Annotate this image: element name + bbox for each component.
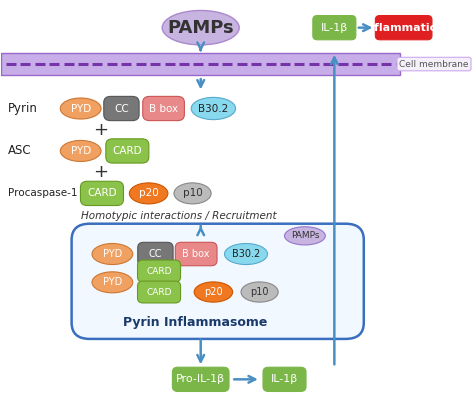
Text: PAMPs: PAMPs bbox=[291, 231, 319, 241]
Text: ASC: ASC bbox=[8, 144, 32, 158]
Ellipse shape bbox=[225, 243, 267, 265]
FancyBboxPatch shape bbox=[175, 242, 217, 266]
FancyBboxPatch shape bbox=[137, 281, 181, 303]
FancyBboxPatch shape bbox=[138, 242, 173, 266]
Text: CARD: CARD bbox=[112, 146, 142, 156]
Text: +: + bbox=[93, 121, 109, 139]
FancyBboxPatch shape bbox=[137, 260, 181, 282]
Text: Pyrin Inflammasome: Pyrin Inflammasome bbox=[123, 316, 267, 329]
Text: PYD: PYD bbox=[71, 103, 91, 114]
Ellipse shape bbox=[174, 183, 211, 204]
Text: p20: p20 bbox=[139, 188, 158, 198]
Text: Pyrin: Pyrin bbox=[8, 102, 38, 115]
Text: IL-1β: IL-1β bbox=[321, 23, 348, 33]
Text: Pro-IL-1β: Pro-IL-1β bbox=[176, 374, 225, 384]
Text: B box: B box bbox=[182, 249, 210, 259]
Text: Procaspase-1: Procaspase-1 bbox=[8, 188, 78, 198]
Ellipse shape bbox=[191, 97, 236, 120]
Ellipse shape bbox=[194, 282, 233, 302]
FancyBboxPatch shape bbox=[375, 15, 432, 40]
FancyBboxPatch shape bbox=[104, 96, 139, 120]
Text: CC: CC bbox=[114, 103, 129, 114]
Text: +: + bbox=[93, 163, 109, 182]
FancyBboxPatch shape bbox=[313, 15, 356, 40]
Ellipse shape bbox=[162, 11, 239, 45]
Text: B30.2: B30.2 bbox=[232, 249, 260, 259]
Text: Cell membrane: Cell membrane bbox=[399, 59, 469, 68]
Ellipse shape bbox=[60, 140, 101, 162]
Text: p10: p10 bbox=[250, 287, 269, 297]
Text: B30.2: B30.2 bbox=[198, 103, 228, 114]
Text: CARD: CARD bbox=[146, 267, 172, 276]
Text: p20: p20 bbox=[204, 287, 223, 297]
Text: PAMPs: PAMPs bbox=[167, 19, 234, 37]
Text: CC: CC bbox=[149, 249, 162, 259]
FancyBboxPatch shape bbox=[81, 181, 123, 206]
FancyBboxPatch shape bbox=[143, 96, 184, 120]
Ellipse shape bbox=[284, 227, 325, 245]
FancyBboxPatch shape bbox=[72, 224, 364, 339]
Text: Inflammation: Inflammation bbox=[362, 23, 445, 33]
Ellipse shape bbox=[129, 183, 168, 204]
Ellipse shape bbox=[92, 243, 133, 265]
Ellipse shape bbox=[92, 272, 133, 293]
Text: p10: p10 bbox=[182, 188, 202, 198]
Text: CARD: CARD bbox=[87, 188, 117, 198]
FancyBboxPatch shape bbox=[106, 139, 149, 163]
Text: IL-1β: IL-1β bbox=[271, 374, 298, 384]
Text: CARD: CARD bbox=[146, 287, 172, 297]
Text: Homotypic interactions / Recruitment: Homotypic interactions / Recruitment bbox=[81, 211, 276, 221]
FancyBboxPatch shape bbox=[263, 367, 306, 392]
FancyBboxPatch shape bbox=[173, 367, 229, 392]
Text: PYD: PYD bbox=[71, 146, 91, 156]
Text: B box: B box bbox=[149, 103, 178, 114]
FancyBboxPatch shape bbox=[1, 53, 400, 75]
Text: PYD: PYD bbox=[103, 277, 122, 287]
Text: PYD: PYD bbox=[103, 249, 122, 259]
Ellipse shape bbox=[60, 98, 101, 119]
Ellipse shape bbox=[241, 282, 278, 302]
